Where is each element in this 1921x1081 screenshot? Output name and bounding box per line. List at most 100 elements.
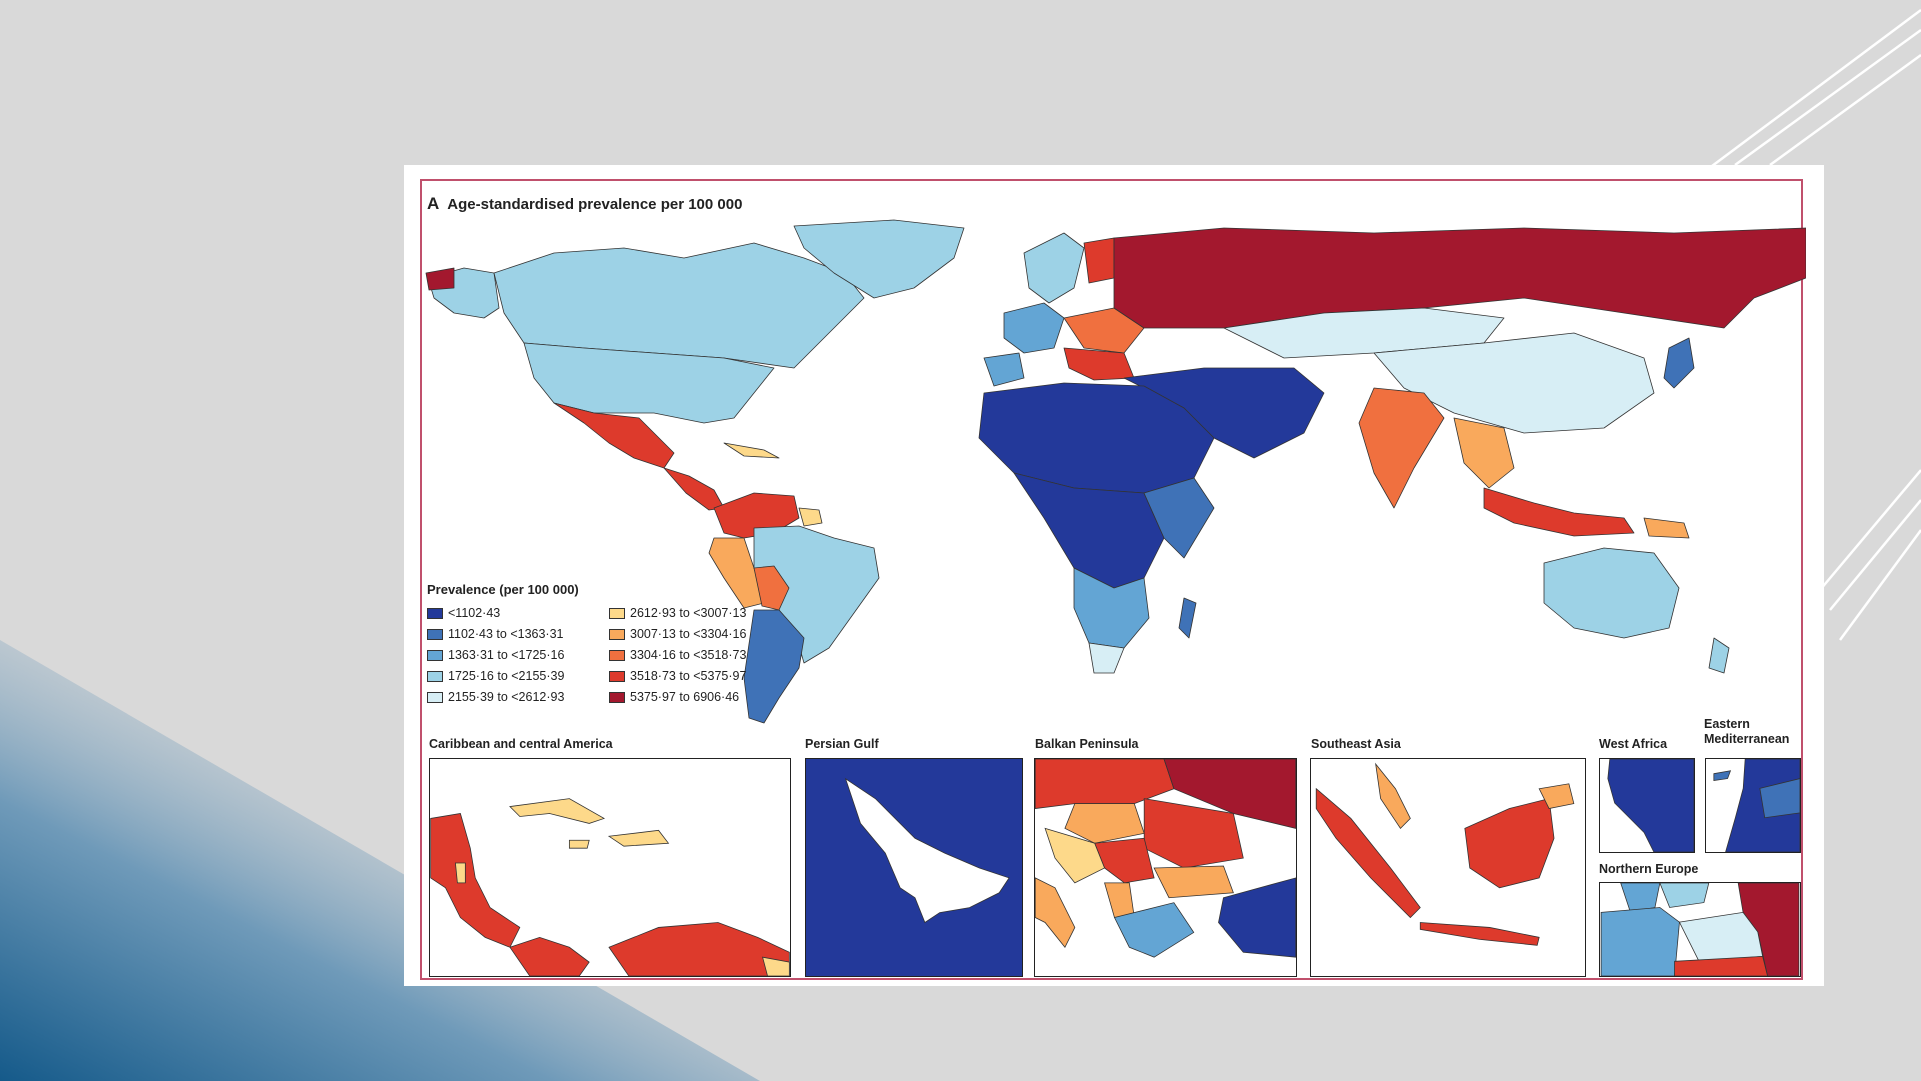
region-chukotka	[425, 267, 455, 291]
panel-letter: A	[427, 194, 440, 213]
corner-decorative-lines	[1699, 8, 1921, 641]
legend-item: 5375·97 to 6906·46	[609, 688, 739, 706]
legend-label: 1363·31 to <1725·16	[448, 648, 565, 662]
legend-swatch	[427, 649, 443, 661]
legend-swatch	[427, 691, 443, 703]
legend-label: 3518·73 to <5375·97	[630, 669, 747, 683]
region-madagascar	[1178, 597, 1197, 639]
region-peru	[708, 537, 765, 609]
inset-map-persian-gulf	[806, 759, 1022, 976]
legend-label: 3304·16 to <3518·73	[630, 648, 747, 662]
region-inset-mexico	[430, 813, 521, 948]
inset-map-caribbean	[430, 798, 790, 976]
region-inset-bulgaria	[1153, 865, 1234, 899]
inset-title-eastern-mediterranean: Eastern Mediterranean	[1704, 717, 1790, 746]
region-central-america	[663, 467, 725, 511]
region-inset-venezuela	[608, 922, 790, 976]
inset-northern-europe	[1599, 882, 1801, 977]
region-inset-albania	[1104, 882, 1135, 918]
legend-label: 2612·93 to <3007·13	[630, 606, 747, 620]
region-india	[1358, 387, 1445, 509]
legend-swatch	[427, 628, 443, 640]
region-finland	[1083, 237, 1115, 284]
region-inset-guianas	[762, 956, 790, 976]
region-indonesia	[1483, 487, 1635, 537]
legend-label: 5375·97 to 6906·46	[630, 690, 740, 704]
region-east-africa	[1143, 477, 1215, 559]
figure-frame	[420, 179, 1803, 980]
region-inset-sweden	[1659, 883, 1710, 908]
region-argentina	[743, 609, 805, 724]
region-inset-borneo	[1464, 798, 1555, 889]
region-inset-hispaniola	[607, 829, 670, 847]
region-russia	[1113, 227, 1806, 329]
legend-title: Prevalence (per 100 000)	[427, 582, 579, 597]
region-central-europe	[1063, 307, 1145, 354]
legend-item: 3304·16 to <3518·73	[609, 646, 746, 664]
inset-title-balkan: Balkan Peninsula	[1035, 737, 1139, 751]
region-inset-java	[1419, 922, 1540, 946]
region-inset-italy	[1035, 877, 1076, 948]
inset-title-caribbean: Caribbean and central America	[429, 737, 613, 751]
region-inset-cuba	[509, 798, 606, 824]
region-inset-belize	[454, 862, 466, 884]
inset-gulf-water	[844, 777, 1010, 924]
region-inset-ukraine	[1163, 759, 1296, 829]
inset-balkan-peninsula	[1034, 758, 1297, 977]
region-inset-czechia	[1674, 956, 1768, 976]
region-greenland	[793, 219, 965, 299]
legend-item: 3518·73 to <5375·97	[609, 667, 746, 685]
legend-item: 1725·16 to <2155·39	[427, 667, 564, 685]
legend-label: <1102·43	[448, 606, 501, 620]
legend: Prevalence (per 100 000) <1102·43 1102·43…	[427, 582, 787, 712]
region-south-africa	[1088, 642, 1125, 674]
region-central-asia	[1223, 307, 1505, 359]
region-inset-hungary	[1064, 803, 1145, 844]
legend-swatch	[609, 670, 625, 682]
region-guianas	[798, 507, 823, 527]
legend-item: 2155·39 to <2612·93	[427, 688, 564, 706]
legend-swatch	[609, 691, 625, 703]
legend-swatch	[609, 607, 625, 619]
region-western-europe	[1003, 302, 1065, 354]
region-inset-west-africa	[1607, 759, 1694, 852]
region-new-guinea	[1643, 517, 1690, 539]
region-inset-greece	[1113, 902, 1195, 958]
world-choropleth-map	[425, 219, 1806, 724]
region-caribbean	[723, 442, 780, 459]
region-bolivia	[753, 565, 790, 611]
legend-label: 1725·16 to <2155·39	[448, 669, 565, 683]
inset-map-west-africa	[1600, 759, 1694, 852]
inset-map-northern-europe	[1600, 883, 1800, 976]
figure-title: A Age-standardised prevalence per 100 000	[427, 194, 742, 214]
legend-label: 1102·43 to <1363·31	[448, 627, 564, 641]
region-inset-malaysia	[1375, 762, 1411, 829]
region-iberia	[983, 352, 1025, 387]
legend-swatch	[427, 670, 443, 682]
legend-swatch	[609, 649, 625, 661]
inset-map-southeast-asia	[1315, 762, 1575, 946]
inset-title-northern-europe: Northern Europe	[1599, 862, 1699, 876]
inset-persian-gulf	[805, 758, 1023, 977]
region-southern-africa	[1073, 567, 1150, 649]
inset-southeast-asia	[1310, 758, 1586, 977]
legend-item: 2612·93 to <3007·13	[609, 604, 746, 622]
region-inset-turkey	[1218, 877, 1296, 958]
inset-map-balkan	[1035, 759, 1296, 958]
region-scandinavia	[1023, 232, 1085, 304]
region-new-zealand	[1708, 637, 1730, 674]
inset-title-west-africa: West Africa	[1599, 737, 1668, 751]
legend-label: 2155·39 to <2612·93	[448, 690, 565, 704]
region-inset-cyprus	[1713, 770, 1732, 781]
region-inset-syria	[1759, 778, 1800, 819]
region-australia	[1543, 547, 1680, 639]
region-japan	[1663, 337, 1695, 389]
inset-eastern-mediterranean	[1705, 758, 1801, 853]
region-inset-jamaica	[568, 839, 590, 849]
inset-title-persian-gulf: Persian Gulf	[805, 737, 879, 751]
region-mexico	[553, 402, 675, 469]
inset-caribbean-central-america	[429, 758, 791, 977]
inset-title-southeast-asia: Southeast Asia	[1311, 737, 1401, 751]
region-se-asia-mainland	[1453, 417, 1515, 489]
region-inset-denmark	[1620, 883, 1661, 913]
